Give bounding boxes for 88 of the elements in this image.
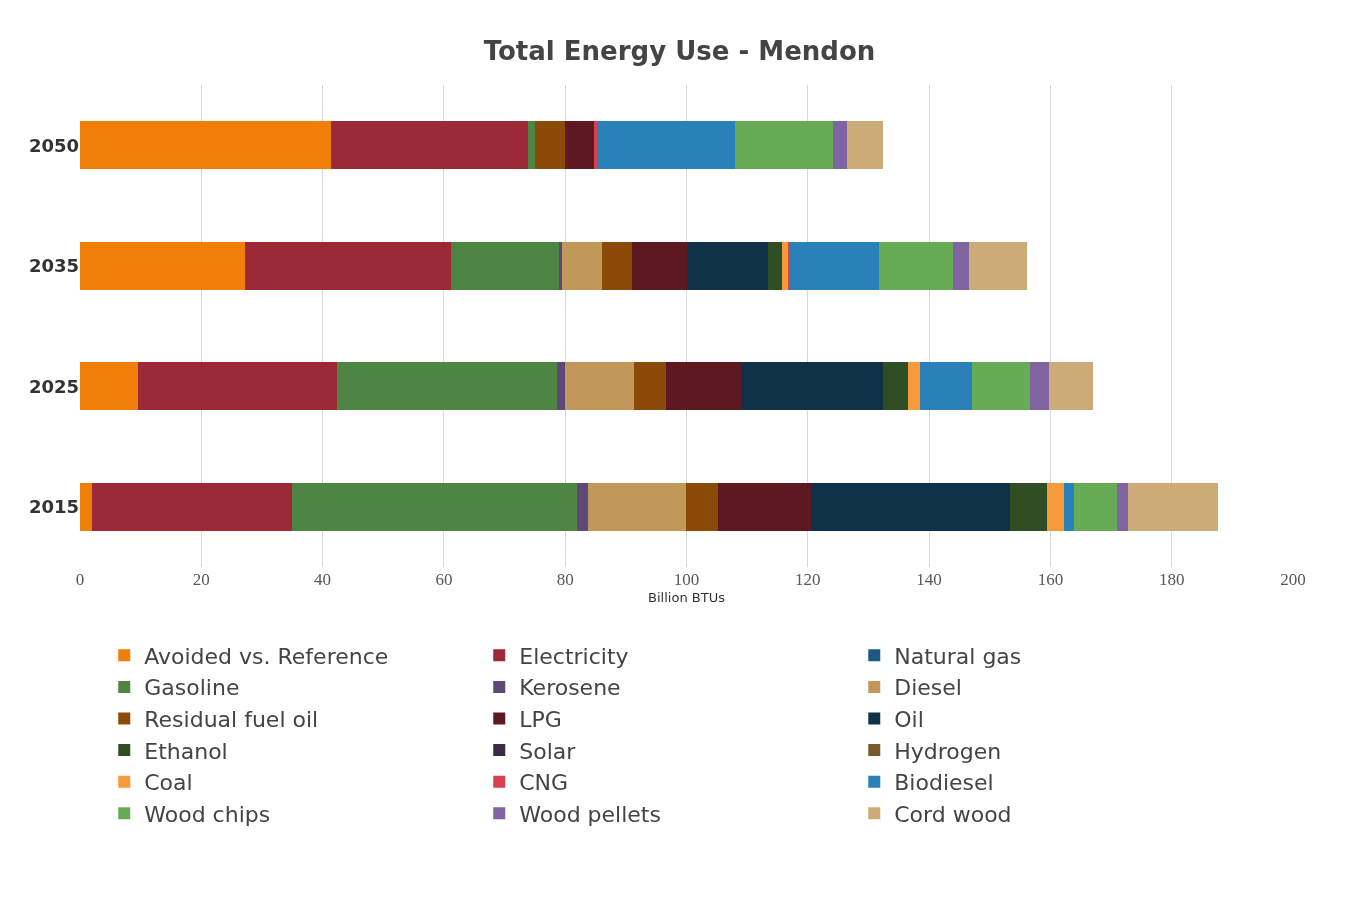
bar <box>883 362 908 411</box>
bar <box>768 241 783 290</box>
x-tick-label: 20 <box>192 570 210 589</box>
legend-label: Oil <box>894 707 924 733</box>
y-tick-label: 2035 <box>28 255 79 277</box>
x-tick-label: 200 <box>1280 570 1306 589</box>
bar <box>1117 482 1129 531</box>
bar <box>450 241 559 290</box>
bar <box>788 241 791 290</box>
bar <box>1009 482 1047 531</box>
bar <box>665 362 742 411</box>
bar <box>735 121 833 170</box>
bar <box>557 362 566 411</box>
x-tick-label: 80 <box>556 570 574 589</box>
bar <box>969 241 1027 290</box>
bar <box>561 241 602 290</box>
x-tick-label: 100 <box>673 570 700 589</box>
bar <box>631 241 688 290</box>
bar <box>80 362 139 411</box>
bar <box>1063 482 1075 531</box>
x-tick-label: 60 <box>435 570 453 589</box>
bar <box>535 121 566 170</box>
bar <box>1046 482 1064 531</box>
x-tick-label: 180 <box>1158 570 1185 589</box>
bar <box>138 362 337 411</box>
bar <box>565 362 634 411</box>
bar <box>741 362 884 411</box>
legend-label: Hydrogen <box>894 738 1002 764</box>
legend-label: LPG <box>519 707 562 733</box>
legend-label: Wood pellets <box>519 801 661 827</box>
bar <box>633 362 666 411</box>
legend-label: Solar <box>519 738 577 764</box>
bar <box>810 482 1010 531</box>
chart-title: Total Energy Use - Mendon <box>483 35 876 66</box>
legend-label: Residual fuel oil <box>144 707 319 733</box>
bar <box>1030 362 1049 411</box>
x-tick-label: 0 <box>75 570 85 589</box>
x-tick-label: 40 <box>314 570 332 589</box>
bar <box>565 121 594 170</box>
legend-label: Biodiesel <box>894 770 994 796</box>
bar <box>80 121 332 170</box>
bar <box>244 241 451 290</box>
legend-label: Avoided vs. Reference <box>144 643 389 669</box>
x-tick-label: 120 <box>795 570 821 589</box>
bar <box>920 362 972 411</box>
bar <box>1048 362 1093 411</box>
bar <box>953 241 970 290</box>
y-tick-label: 2015 <box>28 496 79 518</box>
bar <box>92 482 293 531</box>
bar <box>907 362 920 411</box>
legend-label: CNG <box>519 770 569 796</box>
bar <box>1074 482 1118 531</box>
bar <box>687 241 769 290</box>
x-axis-title: Billion BTUs <box>648 589 726 605</box>
bar <box>790 241 879 290</box>
legend-label: Kerosene <box>519 675 621 701</box>
bar <box>558 241 562 290</box>
bar <box>846 121 884 170</box>
bar <box>832 121 847 170</box>
bar <box>971 362 1031 411</box>
legend-label: Ethanol <box>144 738 228 764</box>
bar <box>1128 482 1219 531</box>
bar <box>587 482 686 531</box>
bar <box>576 482 588 531</box>
x-tick-label: 140 <box>916 570 942 589</box>
bar <box>601 241 632 290</box>
bar <box>336 362 558 411</box>
bar <box>80 241 245 290</box>
bar <box>292 482 577 531</box>
legend-label: Gasoline <box>144 675 240 701</box>
legend-label: Natural gas <box>894 643 1022 669</box>
legend-label: Coal <box>144 770 193 796</box>
x-tick-label: 160 <box>1037 570 1064 589</box>
bar <box>878 241 954 290</box>
bar <box>593 121 597 170</box>
y-tick-label: 2025 <box>28 375 79 397</box>
bar <box>685 482 719 531</box>
bar <box>718 482 811 531</box>
legend-label: Wood chips <box>144 801 271 827</box>
legend-label: Diesel <box>894 675 962 701</box>
legend-label: Cord wood <box>894 801 1012 827</box>
y-tick-label: 2050 <box>28 134 79 156</box>
bar <box>331 121 529 170</box>
bar <box>528 121 536 170</box>
bar <box>782 241 789 290</box>
bar <box>596 121 736 170</box>
legend-label: Electricity <box>519 643 629 669</box>
bar <box>80 482 93 531</box>
